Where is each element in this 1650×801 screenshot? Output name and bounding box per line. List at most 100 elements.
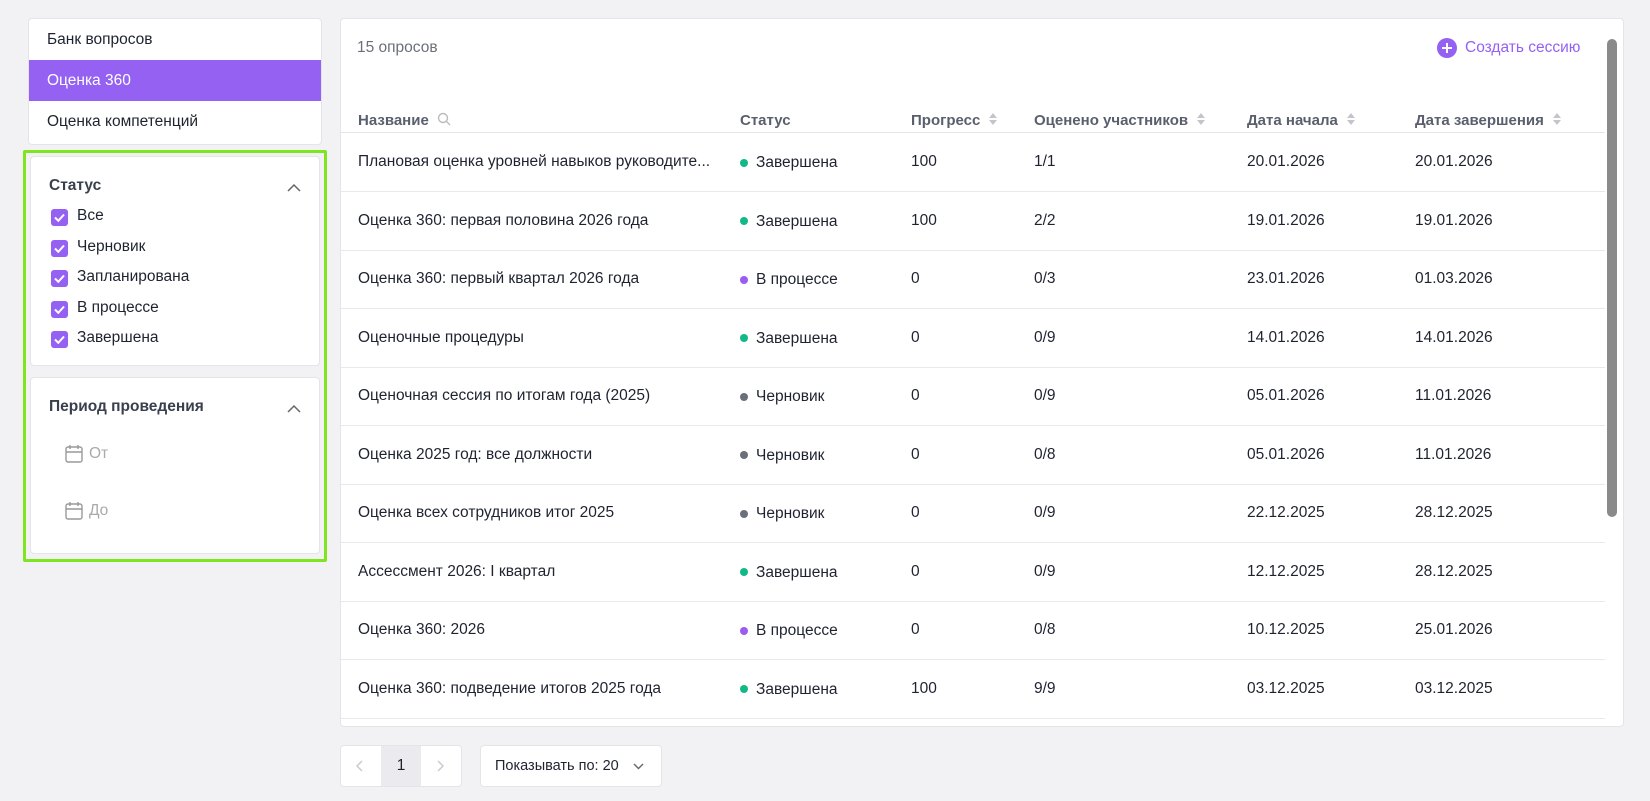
status-option: Черновик — [77, 237, 146, 255]
status-dot — [740, 392, 748, 401]
table-row[interactable]: Оценка 2025 год: все должности Черновик 0 0… — [341, 426, 1605, 485]
start-date: 05.01.2026 — [1247, 387, 1325, 404]
progress: 0 — [911, 328, 920, 346]
period-filter: Период проведения От До — [30, 377, 320, 554]
column-header: Дата начала — [1247, 112, 1356, 130]
progress: 100 — [911, 679, 937, 697]
table-row[interactable]: Ассессмент 2026: I квартал Завершена 0 0/9 1… — [341, 543, 1605, 602]
column-header: Дата завершения — [1415, 112, 1562, 130]
table-row[interactable]: Плановая оценка уровней навыков руководи… — [341, 133, 1605, 192]
session-count: 15 опросов — [357, 39, 438, 56]
end-date: 03.12.2025 — [1415, 679, 1493, 697]
session-name: Оценка 2025 год: все должности — [358, 445, 593, 463]
column-header: Статус — [740, 112, 791, 129]
status: Черновик — [756, 388, 825, 405]
status-cell: Завершена — [740, 193, 838, 251]
table-row[interactable]: Оценка всех сотрудников итог 2025 Чернови… — [341, 484, 1605, 543]
pagination: 1 — [340, 745, 462, 787]
status-dot — [740, 568, 748, 577]
progress: 100 — [911, 153, 937, 170]
column-title: Дата начала — [1247, 112, 1338, 129]
status: Завершена — [756, 563, 838, 581]
status-cell: Черновик — [740, 427, 824, 485]
status-option: Запланирована — [77, 268, 190, 285]
date-to[interactable]: До — [89, 502, 109, 519]
column-title: Дата завершения — [1415, 112, 1544, 129]
rated: 0/9 — [1034, 387, 1056, 404]
column-title: Оценено участников — [1034, 112, 1189, 129]
end-date: 28.12.2025 — [1415, 504, 1493, 521]
column-title: Статус — [740, 112, 791, 129]
sort-icon[interactable] — [988, 112, 998, 130]
status: В процессе — [756, 622, 838, 639]
progress: 0 — [911, 387, 920, 404]
session-name: Оценка 360: подведение итогов 2025 года — [358, 679, 662, 697]
checkbox[interactable] — [51, 331, 68, 348]
checkbox[interactable] — [51, 239, 68, 257]
filter-title: Период проведения — [49, 398, 204, 415]
rated: 0/9 — [1034, 504, 1056, 521]
status: Завершена — [756, 212, 838, 230]
status-dot — [740, 451, 748, 460]
status-dot — [740, 334, 748, 343]
status: Черновик — [756, 446, 825, 464]
plus-icon[interactable] — [1437, 38, 1457, 58]
end-date: 20.01.2026 — [1415, 153, 1493, 170]
filter-title: Статус — [49, 177, 102, 194]
sort-icon[interactable] — [1196, 112, 1206, 130]
status-dot — [740, 158, 748, 167]
rated: 0/9 — [1034, 328, 1056, 346]
sessions-table: 15 опросов Создать сессию Название Статус… — [340, 18, 1624, 727]
session-name: Ассессмент 2026: I квартал — [358, 562, 556, 580]
checkbox[interactable] — [51, 300, 68, 318]
status-option: Все — [77, 207, 104, 224]
page-size-select[interactable]: Показывать по: 20 — [480, 745, 662, 787]
current-page[interactable]: 1 — [381, 746, 421, 786]
next-page[interactable] — [437, 760, 445, 772]
sort-icon[interactable] — [1552, 112, 1562, 130]
scrollbar[interactable] — [1607, 39, 1617, 517]
column-header: Название — [358, 112, 451, 130]
column-header: Прогресс — [911, 112, 998, 130]
start-date: 10.12.2025 — [1247, 621, 1325, 638]
table-row[interactable]: Оценка 360: 2026 В процессе 0 0/8 10.12.2025… — [341, 601, 1605, 660]
status-cell: Завершена — [740, 134, 838, 192]
checkbox[interactable] — [51, 270, 68, 287]
table-row[interactable]: Оценочная сессия по итогам года (2025) Че… — [341, 367, 1605, 426]
start-date: 03.12.2025 — [1247, 679, 1325, 697]
create-session[interactable]: Создать сессию — [1465, 39, 1581, 56]
nav-item[interactable]: Оценка компетенций — [47, 113, 199, 130]
rated: 2/2 — [1034, 211, 1056, 229]
collapse-icon[interactable] — [287, 183, 301, 192]
search-icon[interactable] — [437, 112, 451, 130]
date-from[interactable]: От — [89, 445, 109, 462]
table-row[interactable]: Оценка 360: первый квартал 2026 года В пр… — [341, 250, 1605, 309]
progress: 0 — [911, 562, 920, 580]
end-date: 01.03.2026 — [1415, 270, 1493, 287]
table-row[interactable]: Оценочные процедуры Завершена 0 0/9 14.01.20… — [341, 309, 1605, 368]
nav-item[interactable]: Оценка 360 — [29, 60, 321, 101]
calendar-icon — [65, 502, 83, 520]
table-row[interactable]: Оценка 360: первая половина 2026 года Зав… — [341, 192, 1605, 251]
status-option: В процессе — [77, 298, 159, 316]
prev-page[interactable] — [355, 760, 363, 772]
checkbox[interactable] — [51, 209, 68, 226]
dropdown-icon — [633, 763, 644, 770]
nav-item[interactable]: Банк вопросов — [47, 31, 153, 48]
collapse-icon[interactable] — [287, 404, 301, 413]
start-date: 22.12.2025 — [1247, 504, 1325, 521]
calendar-icon — [65, 445, 83, 463]
progress: 100 — [911, 211, 937, 229]
filters-highlight: Статус Все Черновик Запланирована В процесс… — [23, 150, 327, 562]
end-date: 19.01.2026 — [1415, 211, 1493, 229]
status-cell: В процессе — [740, 602, 838, 660]
column-title: Прогресс — [911, 112, 981, 129]
start-date: 05.01.2026 — [1247, 445, 1325, 463]
status-dot — [740, 275, 748, 284]
session-name: Плановая оценка уровней навыков руководи… — [358, 153, 711, 170]
start-date: 14.01.2026 — [1247, 328, 1325, 346]
status-option: Завершена — [77, 329, 159, 346]
table-row[interactable]: Оценка 360: подведение итогов 2025 года З… — [341, 660, 1605, 719]
sort-icon[interactable] — [1346, 112, 1356, 130]
start-date: 20.01.2026 — [1247, 153, 1325, 170]
